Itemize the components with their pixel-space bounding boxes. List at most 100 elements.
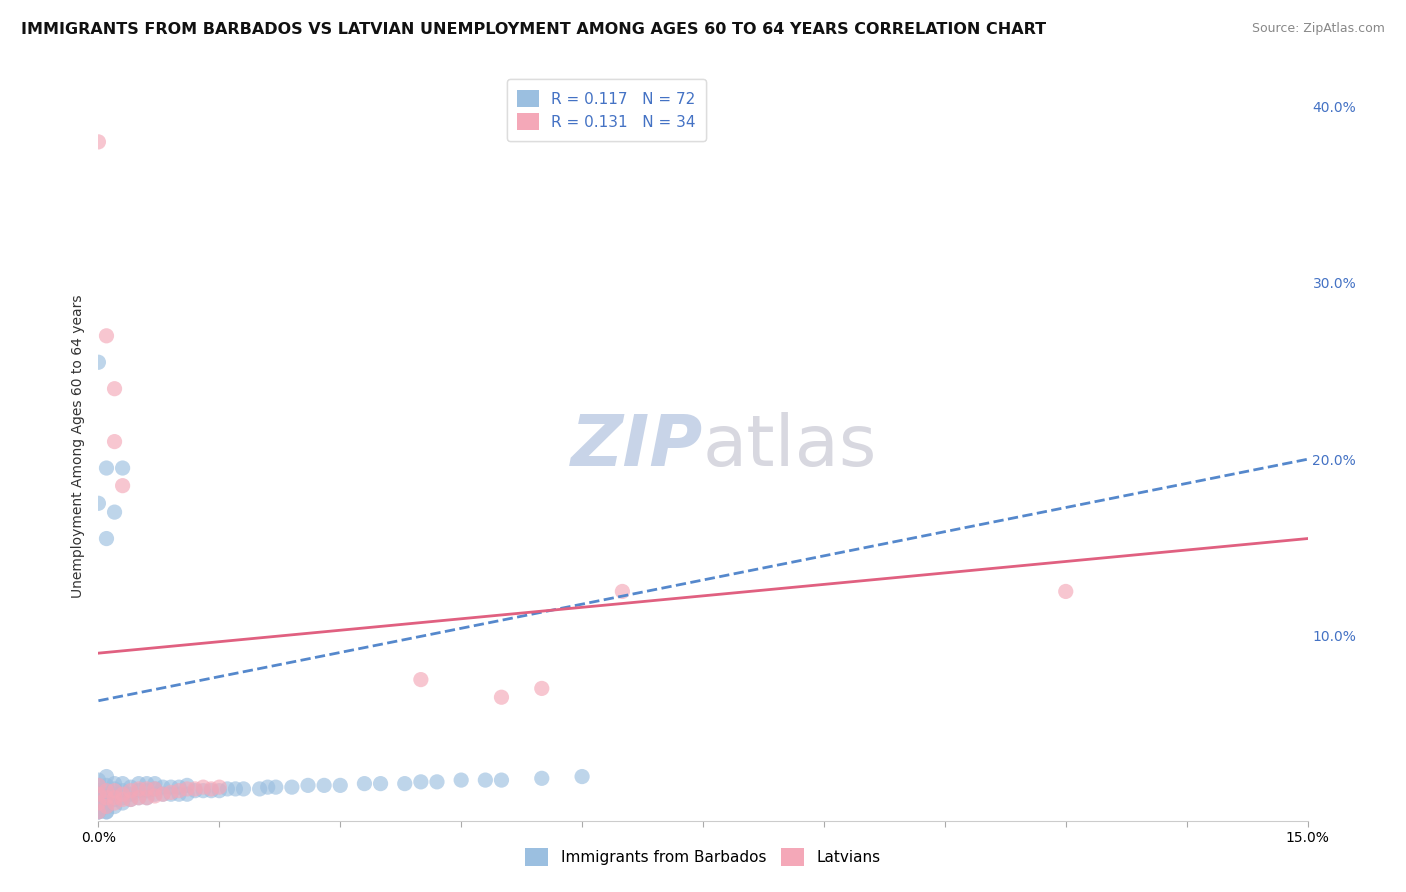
Point [96,783,118,797]
Point [353,776,375,790]
Point [96,770,118,784]
Point [450,773,472,788]
Point [96,792,118,806]
Point [409,673,432,687]
Point [96,796,118,810]
Point [135,781,157,796]
Point [111,461,134,475]
Point [167,780,190,794]
Point [96,461,118,475]
Point [96,787,118,801]
Point [111,776,134,790]
Point [612,584,634,599]
Point [103,796,125,810]
Point [103,799,125,814]
Point [329,778,352,792]
Point [128,790,150,805]
Point [143,787,166,801]
Point [264,780,287,794]
Point [491,690,513,705]
Point [176,787,198,801]
Point [152,787,174,801]
Point [111,790,134,805]
Point [297,778,319,792]
Point [184,781,207,796]
Point [135,790,157,805]
Point [96,790,118,805]
Point [135,790,157,805]
Point [96,805,118,819]
Point [491,773,513,788]
Point [120,780,142,794]
Point [135,776,157,790]
Point [208,780,231,794]
Point [426,775,449,789]
Point [281,780,304,794]
Point [200,781,222,796]
Point [152,787,174,801]
Point [87,805,110,819]
Point [167,783,190,797]
Text: Source: ZipAtlas.com: Source: ZipAtlas.com [1251,22,1385,36]
Text: IMMIGRANTS FROM BARBADOS VS LATVIAN UNEMPLOYMENT AMONG AGES 60 TO 64 YEARS CORRE: IMMIGRANTS FROM BARBADOS VS LATVIAN UNEM… [21,22,1046,37]
Point [103,776,125,790]
Point [409,775,432,789]
Point [184,783,207,797]
Point [87,790,110,805]
Point [103,434,125,449]
Point [314,778,336,792]
Point [120,787,142,801]
Point [87,135,110,149]
Point [135,783,157,797]
Point [87,805,110,819]
Point [111,783,134,797]
Point [96,783,118,797]
Point [571,770,593,784]
Point [176,781,198,796]
Point [103,792,125,806]
Point [128,790,150,805]
Point [224,781,246,796]
Point [474,773,496,788]
Point [160,787,183,801]
Point [103,787,125,801]
Point [143,789,166,803]
Text: ZIP: ZIP [571,411,703,481]
Point [249,781,271,796]
Text: atlas: atlas [703,411,877,481]
Point [143,781,166,796]
Point [103,783,125,797]
Point [208,783,231,797]
Point [128,776,150,790]
Point [111,796,134,810]
Legend: Immigrants from Barbados, Latvians: Immigrants from Barbados, Latvians [516,838,890,875]
Point [217,781,239,796]
Point [120,783,142,797]
Point [87,805,110,819]
Point [143,776,166,790]
Point [87,796,110,810]
Point [111,787,134,801]
Legend: R = 0.117   N = 72, R = 0.131   N = 34: R = 0.117 N = 72, R = 0.131 N = 34 [506,79,706,141]
Point [160,780,183,794]
Point [160,785,183,799]
Point [87,783,110,797]
Point [256,780,278,794]
Point [120,792,142,806]
Point [111,792,134,806]
Point [1054,584,1077,599]
Point [370,776,392,790]
Point [176,778,198,792]
Point [96,328,118,343]
Point [87,773,110,788]
Point [193,783,215,797]
Point [530,772,553,786]
Point [111,478,134,492]
Point [120,792,142,806]
Point [152,780,174,794]
Point [87,805,110,819]
Y-axis label: Unemployment Among Ages 60 to 64 years: Unemployment Among Ages 60 to 64 years [70,294,84,598]
Point [87,796,110,810]
Point [128,783,150,797]
Point [96,532,118,546]
